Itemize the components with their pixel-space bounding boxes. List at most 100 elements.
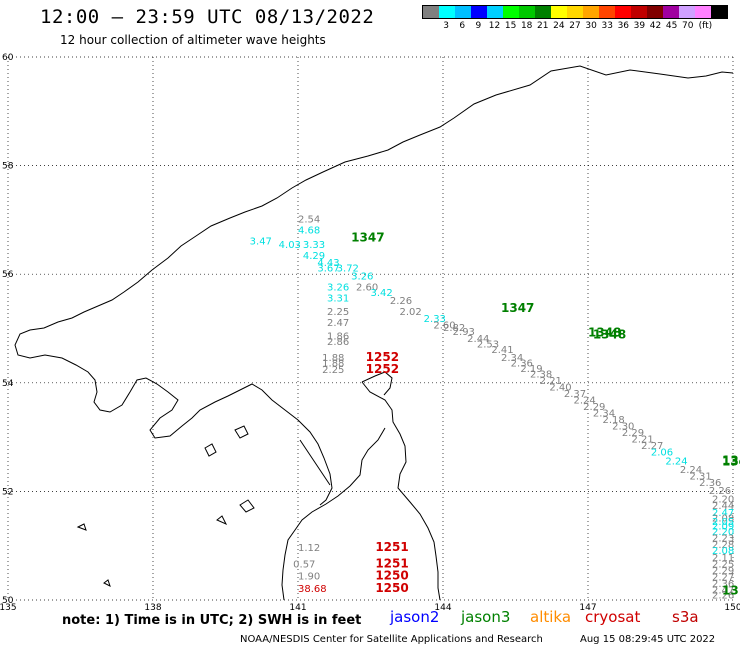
latitude-label: 54 xyxy=(2,379,14,389)
color-legend: 3 6 9 12 15 18 21 24 27 30 33 36 39 42 45 70 (ft) xyxy=(422,5,728,37)
wave-height-value: 2.47 xyxy=(327,318,349,329)
wave-height-value: 3.47 xyxy=(250,236,272,247)
legend-label: 15 xyxy=(504,21,517,31)
pass-time-label: 1347 xyxy=(351,231,384,245)
wave-height-value: 2.08 xyxy=(712,546,734,557)
wave-height-value: 2.29 xyxy=(712,566,734,577)
wave-height-value: 2.11 xyxy=(712,553,734,564)
legend-swatch xyxy=(503,6,519,18)
pass-time-label: 1250 xyxy=(375,581,408,595)
wave-height-value: 2.44 xyxy=(712,501,734,512)
pass-time-label: 1252 xyxy=(366,350,399,364)
mainland-coast xyxy=(14,65,734,506)
wave-height-value: 2.31 xyxy=(690,471,712,482)
satellite-s3a: s3a xyxy=(672,608,699,626)
longitude-label: 144 xyxy=(434,603,451,613)
legend-label: 3 xyxy=(443,21,450,31)
longitude-label: 150 xyxy=(724,603,740,613)
wave-height-value: 2.20 xyxy=(712,494,734,505)
wave-height-value: 2.08 xyxy=(712,513,734,524)
islet-2 xyxy=(216,515,228,526)
legend-label: 30 xyxy=(585,21,597,31)
wave-height-value: 3.33 xyxy=(303,240,325,251)
wave-height-value: 2.47 xyxy=(712,585,734,596)
wave-height-value: 2.21 xyxy=(540,376,562,387)
pass-time-label: 1349 xyxy=(722,453,740,467)
lat-lon-grid xyxy=(7,56,734,601)
legend-label: 45 xyxy=(665,21,678,31)
wave-height-value: 2.60 xyxy=(356,282,378,293)
wave-height-value: 2.37 xyxy=(564,389,586,400)
sakhalin-north xyxy=(361,371,393,396)
legend-swatch xyxy=(423,6,439,18)
wave-height-value: 1.88 xyxy=(322,353,344,364)
legend-swatch xyxy=(663,6,679,18)
wave-height-value: 2.28 xyxy=(712,540,734,551)
latitude-labels: 60 58 56 54 52 50 xyxy=(2,53,14,606)
legend-label: 12 xyxy=(488,21,501,31)
latitude-label: 60 xyxy=(2,53,14,63)
generated-timestamp: Aug 15 08:29:45 UTC 2022 xyxy=(580,634,716,645)
wave-height-value: 2.41 xyxy=(491,345,513,356)
wave-height-value: 1.90 xyxy=(298,571,320,582)
pass-time-label: 1349 xyxy=(722,454,740,468)
wave-height-value: 4.03 xyxy=(279,240,301,251)
credit-text: NOAA/NESDIS Center for Satellite Applica… xyxy=(240,634,543,645)
wave-height-value: 3.26 xyxy=(327,282,349,293)
legend-swatch xyxy=(519,6,535,18)
islet-5 xyxy=(204,443,217,457)
pass-time-label: 1252 xyxy=(366,362,399,376)
wave-height-value: 2.21 xyxy=(632,435,654,446)
wave-height-value: 1.86 xyxy=(327,331,349,342)
sakhalin-west xyxy=(281,427,386,601)
wave-height-value: 1.12 xyxy=(298,543,320,554)
wave-height-value: 2.82 xyxy=(443,323,465,334)
wave-height-value: 2.44 xyxy=(467,334,489,345)
legend-swatch xyxy=(631,6,647,18)
pass-time-label: 1347 xyxy=(501,301,534,315)
latitude-label: 52 xyxy=(2,487,13,497)
legend-label: 70 xyxy=(682,21,694,31)
legend-swatch xyxy=(551,6,567,18)
wave-height-value: 2.02 xyxy=(400,307,422,318)
wave-height-value: 2.29 xyxy=(583,402,605,413)
wave-height-value: 2.86 xyxy=(327,337,349,348)
pass-time-label: 1348 xyxy=(593,327,626,341)
latitude-label: 56 xyxy=(2,270,14,280)
legend-label: 36 xyxy=(617,21,630,31)
longitude-label: 147 xyxy=(579,603,596,613)
wave-height-value: 2.24 xyxy=(665,456,687,467)
legend-swatch xyxy=(567,6,583,18)
wave-height-value: 3.26 xyxy=(351,272,373,283)
legend-swatch xyxy=(487,6,503,18)
wave-height-value: 2.20 xyxy=(712,527,734,538)
longitude-label: 135 xyxy=(0,603,17,613)
satellite-jason2: jason2 xyxy=(390,608,440,626)
pass-time-label: 1251 xyxy=(375,556,408,570)
latitude-label: 58 xyxy=(2,162,14,172)
wave-height-value: 2.54 xyxy=(298,215,320,226)
legend-swatch xyxy=(599,6,615,18)
legend-label: 39 xyxy=(633,21,646,31)
wave-height-value: 2.25 xyxy=(327,307,349,318)
wave-height-value: 0.57 xyxy=(293,559,315,570)
footer-note: note: 1) Time is in UTC; 2) SWH is in fe… xyxy=(62,613,362,628)
pass-time-label: 13 xyxy=(722,584,739,598)
wave-height-value: 2.36 xyxy=(712,579,734,590)
wave-height-value: 2.24 xyxy=(680,465,702,476)
satellite-altika: altika xyxy=(530,608,572,626)
wave-height-value: 2.24 xyxy=(574,395,596,406)
map-subtitle: 12 hour collection of altimeter wave hei… xyxy=(60,33,326,47)
wave-height-value: 2.09 xyxy=(712,521,734,532)
wave-height-value: 2.30 xyxy=(612,421,634,432)
legend-label: 9 xyxy=(475,21,482,31)
wave-height-value: 2.36 xyxy=(699,478,721,489)
wave-height-value: 2.26 xyxy=(709,486,731,497)
islet-6 xyxy=(234,425,249,439)
legend-swatch xyxy=(695,6,711,18)
legend-swatch xyxy=(439,6,455,18)
wave-height-value: 2.26 xyxy=(390,296,412,307)
wave-height-value: 2.34 xyxy=(593,408,615,419)
wave-height-value: 2.33 xyxy=(424,314,446,325)
coastline xyxy=(14,65,734,601)
